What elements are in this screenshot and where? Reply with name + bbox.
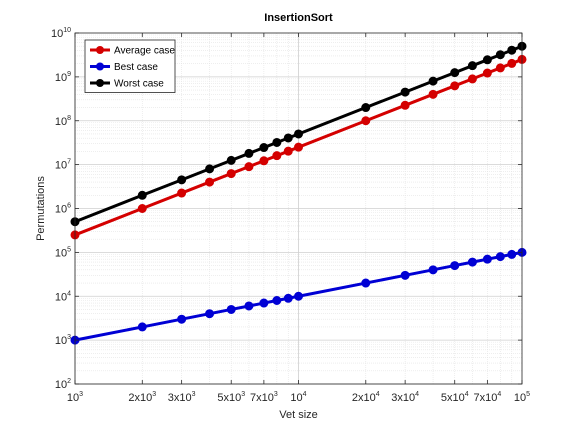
x-tick-label: 2x103 <box>128 391 156 404</box>
y-tick-label: 1010 <box>51 27 71 40</box>
data-point <box>259 156 269 166</box>
data-point <box>495 252 505 262</box>
x-tick-label: 7x104 <box>473 391 501 404</box>
data-point <box>450 81 460 91</box>
data-point <box>507 45 517 55</box>
data-point <box>259 298 269 308</box>
y-axis-label: Permutations <box>35 176 47 241</box>
x-tick-label: 3x104 <box>391 391 419 404</box>
data-point <box>205 164 215 174</box>
data-point <box>482 55 492 65</box>
data-point <box>137 190 147 200</box>
legend-item: Worst case <box>90 79 164 90</box>
data-point <box>294 142 303 152</box>
x-tick-label: 103 <box>67 391 83 404</box>
legend-marker <box>96 46 104 54</box>
data-point <box>428 265 438 275</box>
data-point <box>283 293 293 303</box>
data-point <box>361 116 371 126</box>
data-point <box>272 151 282 161</box>
legend-marker <box>96 79 104 87</box>
legend-item: Best case <box>90 62 158 73</box>
data-point <box>283 133 293 143</box>
data-point <box>361 103 371 113</box>
data-point <box>294 129 303 139</box>
x-tick-label: 2x104 <box>352 391 380 404</box>
data-point <box>507 58 517 68</box>
ticks: 103 2x103 3x103 5x103 7x103 104 2x104 3x104 5x10… <box>51 27 530 404</box>
data-point <box>137 322 147 332</box>
data-point <box>259 143 269 153</box>
data-point <box>450 261 460 271</box>
data-point <box>495 50 505 60</box>
legend-label: Worst case <box>114 79 164 90</box>
data-point <box>244 301 254 311</box>
data-point <box>177 188 187 198</box>
data-point <box>400 270 410 280</box>
data-point <box>467 74 477 84</box>
chart-title: InsertionSort <box>264 12 333 24</box>
y-tick-label: 102 <box>55 378 71 391</box>
series-group <box>70 41 527 345</box>
x-tick-label: 5x104 <box>441 391 469 404</box>
data-point <box>226 304 236 314</box>
x-tick-label: 104 <box>290 391 306 404</box>
data-point <box>482 254 492 264</box>
x-tick-label: 5x103 <box>217 391 245 404</box>
data-point <box>294 291 303 301</box>
data-point <box>244 148 254 158</box>
y-tick-label: 105 <box>55 246 71 259</box>
series-worst-case <box>70 41 527 227</box>
data-point <box>482 68 492 78</box>
data-point <box>467 61 477 71</box>
legend-item: Average case <box>90 46 175 57</box>
data-point <box>283 146 293 156</box>
y-tick-label: 106 <box>55 203 71 216</box>
data-point <box>177 314 187 324</box>
data-point <box>507 249 517 259</box>
data-point <box>177 175 187 185</box>
legend-marker <box>96 62 104 71</box>
data-point <box>400 87 410 97</box>
y-tick-label: 109 <box>55 71 71 84</box>
legend: Average case Best case Worst case <box>84 39 175 93</box>
y-tick-label: 107 <box>55 159 71 172</box>
x-tick-label: 105 <box>514 391 530 404</box>
x-tick-label: 3x103 <box>168 391 196 404</box>
data-point <box>226 169 236 179</box>
y-tick-label: 103 <box>55 334 71 347</box>
data-point <box>495 63 505 73</box>
data-point <box>400 100 410 110</box>
data-point <box>361 278 371 288</box>
y-tick-label: 108 <box>55 115 71 128</box>
data-point <box>272 296 282 306</box>
series-average-case <box>70 54 527 240</box>
legend-label: Best case <box>114 62 158 73</box>
x-tick-label: 7x103 <box>250 391 278 404</box>
series-best-case <box>70 247 527 345</box>
data-point <box>450 68 460 78</box>
data-point <box>205 309 215 319</box>
y-tick-label: 104 <box>55 290 71 303</box>
data-point <box>428 76 438 86</box>
data-point <box>272 137 282 147</box>
data-point <box>428 89 438 99</box>
x-axis-label: Vet size <box>279 409 318 421</box>
data-point <box>137 204 147 213</box>
legend-label: Average case <box>114 46 175 57</box>
data-point <box>226 155 236 165</box>
data-point <box>205 177 215 187</box>
data-point <box>467 257 477 267</box>
data-point <box>244 162 254 172</box>
